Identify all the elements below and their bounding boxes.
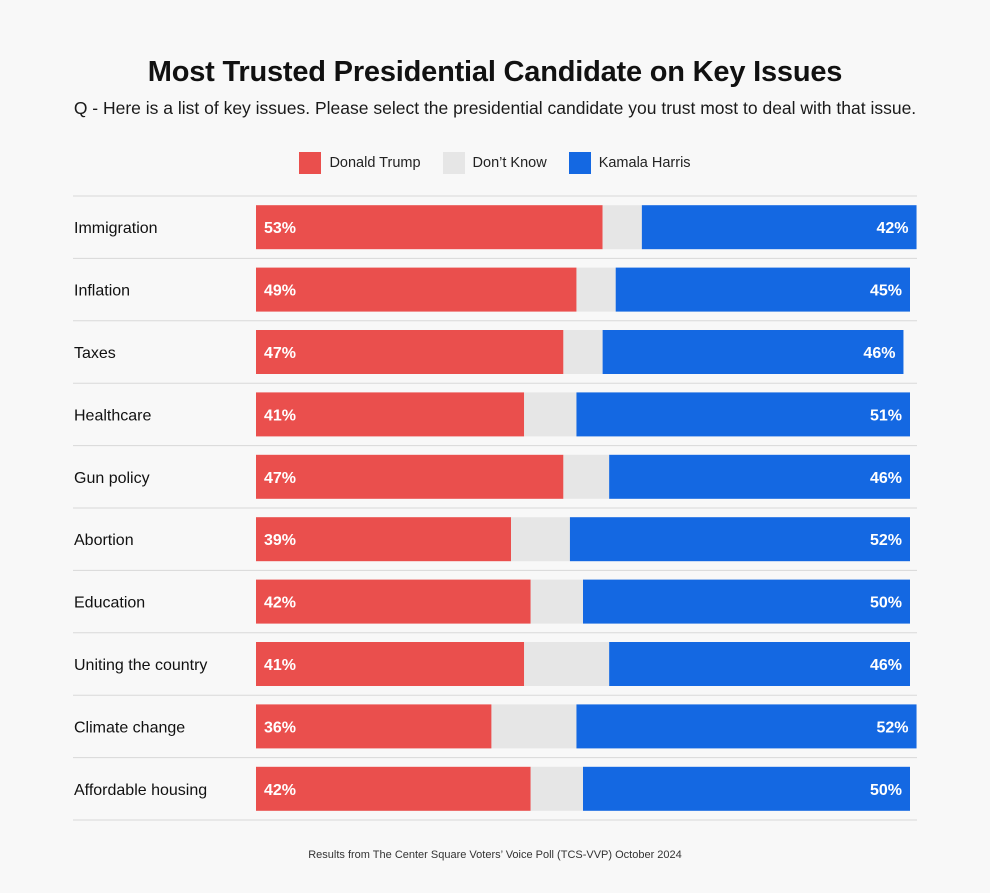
legend-item-harris: Kamala Harris [568, 152, 691, 174]
category-label: Uniting the country [74, 657, 207, 674]
trump-value-label: 47% [264, 470, 296, 487]
legend-swatch-dont-know [442, 152, 465, 174]
legend-swatch-trump [299, 152, 322, 174]
bar-trump [256, 766, 531, 811]
bar-harris [576, 392, 910, 437]
harris-value-label: 45% [870, 283, 902, 300]
legend-label-dont-know: Don’t Know [472, 155, 547, 171]
category-label: Taxes [74, 345, 116, 362]
category-label: Gun policy [74, 470, 150, 487]
bar-dont-know [563, 454, 610, 499]
bar-trump [256, 330, 564, 374]
bar-dont-know [524, 392, 577, 437]
bar-harris [583, 579, 910, 624]
trump-value-label: 47% [264, 345, 296, 362]
harris-value-label: 52% [870, 532, 902, 549]
harris-value-label: 46% [870, 657, 902, 674]
bar-harris [576, 704, 917, 749]
category-label: Immigration [74, 220, 158, 237]
chart-title: Most Trusted Presidential Candidate on K… [147, 56, 843, 88]
bar-trump [256, 392, 525, 437]
category-label: Affordable housing [74, 782, 207, 799]
legend-label-harris: Kamala Harris [598, 155, 691, 171]
bar-dont-know [530, 766, 583, 811]
harris-value-label: 42% [877, 220, 909, 237]
trump-value-label: 42% [264, 595, 296, 612]
legend-label-trump: Donald Trump [329, 155, 421, 171]
harris-value-label: 46% [870, 470, 902, 487]
trump-value-label: 36% [264, 719, 296, 736]
bar-dont-know [530, 579, 583, 624]
bar-dont-know [524, 642, 610, 686]
bar-trump [256, 267, 577, 312]
harris-value-label: 50% [870, 782, 902, 799]
bar-harris [615, 267, 910, 312]
bar-dont-know [563, 330, 603, 374]
trump-value-label: 41% [264, 407, 296, 424]
bar-trump [256, 205, 603, 250]
chart-subtitle: Q - Here is a list of key issues. Please… [73, 98, 917, 118]
bar-harris [583, 766, 910, 811]
bar-harris [569, 517, 910, 562]
bar-trump [256, 642, 525, 686]
legend-swatch-harris [568, 152, 591, 174]
harris-value-label: 52% [877, 719, 909, 736]
trump-value-label: 41% [264, 657, 296, 674]
bar-harris [602, 330, 904, 374]
bar-trump [256, 704, 492, 749]
harris-value-label: 50% [870, 595, 902, 612]
harris-value-label: 46% [863, 345, 895, 362]
category-label: Abortion [74, 532, 134, 549]
bar-dont-know [576, 267, 616, 312]
bar-harris [609, 642, 910, 686]
category-label: Climate change [74, 719, 185, 736]
bar-trump [256, 579, 531, 624]
category-label: Education [74, 595, 145, 612]
category-label: Inflation [74, 283, 130, 300]
trump-value-label: 42% [264, 782, 296, 799]
bar-dont-know [491, 704, 577, 749]
legend-item-trump: Donald Trump [299, 152, 421, 174]
legend: Donald Trump Don’t Know Kamala Harris [0, 151, 990, 175]
legend-item-dont-know: Don’t Know [442, 152, 547, 174]
bar-trump [256, 454, 564, 499]
bar-trump [256, 517, 512, 562]
category-label: Healthcare [74, 407, 151, 424]
trump-value-label: 49% [264, 283, 296, 300]
bar-harris [609, 454, 910, 499]
harris-value-label: 51% [870, 407, 902, 424]
bar-dont-know [511, 517, 570, 562]
trump-value-label: 39% [264, 532, 296, 549]
bar-harris [641, 205, 917, 250]
trump-value-label: 53% [264, 220, 296, 237]
source-footnote: Results from The Center Square Voters’ V… [308, 849, 682, 861]
bar-dont-know [602, 205, 642, 250]
